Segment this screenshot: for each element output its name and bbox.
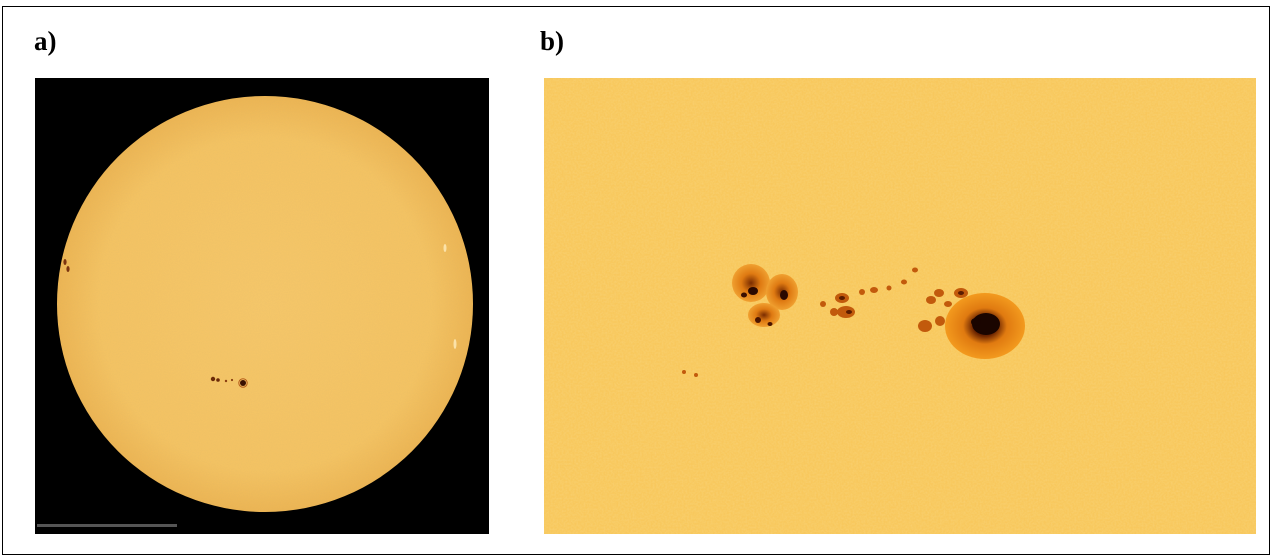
tiny-caption bbox=[37, 524, 177, 527]
sunspot-closeup-image bbox=[544, 78, 1256, 534]
full-disk-sun-image bbox=[35, 78, 489, 534]
limb-faculae-right bbox=[443, 244, 457, 349]
figure-frame bbox=[2, 6, 1270, 555]
sunspot-closeup-svg bbox=[544, 78, 1256, 534]
sunspot-cluster-left bbox=[732, 264, 798, 327]
panel-a-label: a) bbox=[34, 26, 57, 56]
panel-b-label: b) bbox=[540, 26, 565, 56]
full-disk-sun-svg bbox=[37, 96, 473, 527]
sunspot-main bbox=[945, 293, 1025, 359]
sunspot-group-a bbox=[210, 376, 248, 388]
limb-spots-left bbox=[63, 259, 70, 272]
